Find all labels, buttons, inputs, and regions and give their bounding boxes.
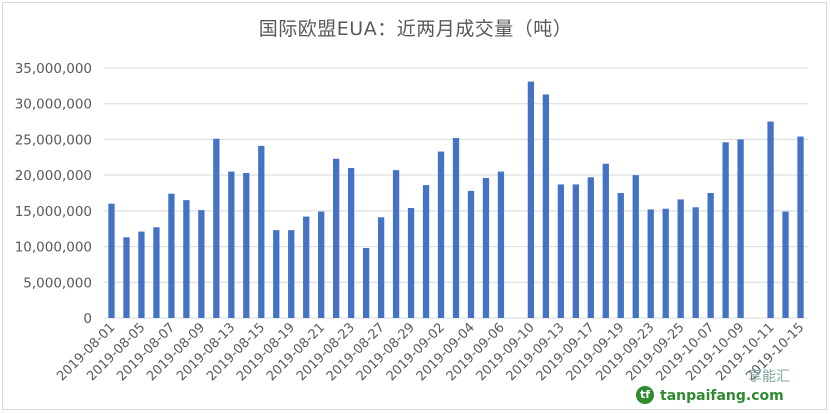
bar xyxy=(318,211,325,318)
bar xyxy=(482,178,490,318)
bar xyxy=(138,231,145,318)
bar xyxy=(587,177,594,318)
bar xyxy=(707,193,714,318)
bar xyxy=(467,190,475,318)
bar xyxy=(737,139,744,318)
bar xyxy=(168,193,175,318)
watermark-logo: tf xyxy=(636,386,654,404)
bar xyxy=(527,81,535,318)
bar xyxy=(258,145,265,318)
bar xyxy=(647,209,654,318)
watermark-brand: 享能汇 xyxy=(748,369,790,385)
bar xyxy=(557,184,564,318)
bar xyxy=(497,171,505,318)
bar xyxy=(662,208,669,318)
bar xyxy=(692,207,699,318)
bar xyxy=(767,121,774,318)
bar xyxy=(348,168,355,318)
y-tick-label: 5,000,000 xyxy=(23,275,92,291)
y-tick-label: 20,000,000 xyxy=(15,168,92,184)
bar xyxy=(797,136,804,318)
bar xyxy=(572,184,579,318)
bar xyxy=(677,199,684,318)
bar xyxy=(273,230,280,318)
chart-title: 国际欧盟EUA：近两月成交量（吨） xyxy=(258,18,573,40)
bar xyxy=(288,230,295,318)
y-tick-label: 25,000,000 xyxy=(15,132,92,148)
bar xyxy=(243,173,250,318)
y-tick-label: 15,000,000 xyxy=(15,204,92,220)
y-tick-label: 30,000,000 xyxy=(15,97,92,113)
y-tick-label: 0 xyxy=(83,311,92,327)
bar xyxy=(333,158,340,318)
bar xyxy=(153,227,160,318)
bar xyxy=(213,138,220,318)
bar xyxy=(108,203,115,318)
bar xyxy=(722,142,729,318)
bar xyxy=(422,185,430,318)
bar xyxy=(183,200,190,318)
bar xyxy=(452,138,460,318)
y-tick-label: 10,000,000 xyxy=(15,240,92,256)
bar xyxy=(377,217,385,318)
bar xyxy=(437,151,445,318)
bar xyxy=(602,163,609,318)
bar xyxy=(303,216,310,318)
bar xyxy=(407,208,415,318)
bar xyxy=(632,175,639,318)
bar xyxy=(617,193,624,318)
y-tick-label: 35,000,000 xyxy=(15,61,92,77)
bar xyxy=(362,248,370,318)
bar xyxy=(782,211,789,318)
bar xyxy=(123,237,130,318)
watermark-site: tanpaifang.com xyxy=(660,388,784,404)
bar xyxy=(542,94,550,318)
chart-frame xyxy=(2,2,827,410)
bar xyxy=(198,210,205,318)
bar xyxy=(228,171,235,318)
bar xyxy=(392,170,400,318)
